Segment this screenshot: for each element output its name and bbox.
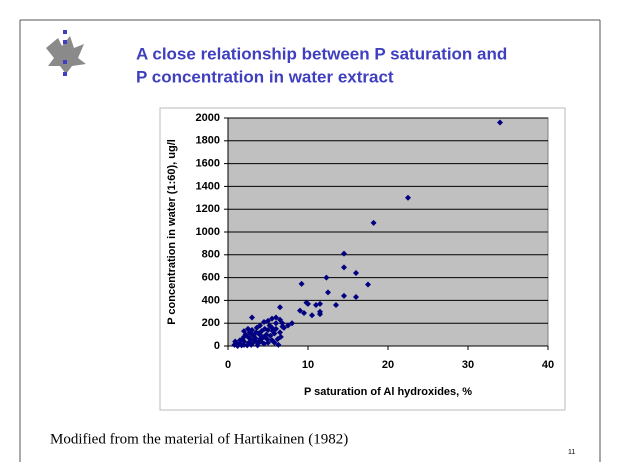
point	[267, 332, 274, 339]
point	[323, 274, 330, 281]
y-tick-label: 1600	[196, 158, 220, 170]
y-tick-label: 1400	[196, 180, 220, 192]
y-tick-label: 800	[202, 249, 220, 261]
point	[277, 304, 283, 311]
point	[297, 307, 303, 314]
y-tick-label: 400	[202, 294, 220, 306]
point	[333, 301, 339, 308]
point	[264, 336, 271, 343]
point	[241, 333, 247, 340]
y-tick-label: 2000	[196, 112, 220, 124]
y-tick-label: 200	[202, 317, 220, 329]
point	[261, 325, 268, 332]
point	[252, 335, 259, 342]
point	[244, 342, 251, 349]
y-tick-label: 0	[214, 340, 220, 352]
point	[317, 311, 323, 318]
point	[269, 315, 275, 322]
x-tick-label: 20	[382, 359, 394, 371]
logo	[46, 30, 86, 76]
point	[279, 320, 286, 327]
point	[246, 329, 253, 336]
point	[261, 319, 267, 326]
point	[365, 281, 371, 288]
point	[285, 322, 291, 329]
point	[277, 329, 283, 336]
point	[298, 280, 305, 287]
point	[303, 299, 310, 306]
point	[269, 328, 276, 335]
x-tick-label: 0	[225, 359, 231, 371]
point	[309, 312, 315, 319]
x-tick-label: 30	[462, 359, 474, 371]
point	[254, 342, 261, 349]
point	[233, 341, 240, 348]
point	[266, 322, 273, 329]
title: P concentration in water extract	[136, 67, 394, 86]
y-tick-label: 1200	[196, 203, 220, 215]
point	[341, 292, 347, 299]
point	[273, 320, 279, 327]
point	[301, 309, 307, 316]
point	[353, 293, 359, 300]
point	[370, 219, 377, 226]
point	[405, 194, 411, 201]
point	[281, 324, 287, 331]
point	[237, 337, 243, 344]
point	[248, 341, 255, 348]
point	[275, 341, 282, 348]
y-tick-label: 600	[202, 272, 220, 284]
point	[257, 338, 264, 345]
point	[353, 270, 359, 277]
point	[325, 289, 331, 296]
point	[289, 320, 295, 327]
x-tick-label: 40	[542, 359, 554, 371]
y-tick-label: 1000	[196, 226, 220, 238]
point	[341, 250, 347, 257]
point	[249, 314, 255, 321]
slide-number: 11	[568, 449, 575, 456]
point	[271, 339, 278, 346]
y-axis-label: P concentration in water (1:60), ug/l	[166, 139, 178, 325]
point	[277, 333, 284, 340]
y-tick-label: 1800	[196, 135, 220, 147]
point	[253, 324, 260, 331]
x-axis-label: P saturation of Al hydroxides, %	[304, 386, 472, 398]
point	[341, 264, 347, 271]
x-tick-label: 10	[302, 359, 314, 371]
point	[497, 119, 503, 126]
point	[317, 300, 323, 307]
caption: Modified from the material of Hartikaine…	[50, 431, 348, 447]
title: A close relationship between P saturatio…	[136, 44, 507, 63]
point	[238, 342, 245, 349]
